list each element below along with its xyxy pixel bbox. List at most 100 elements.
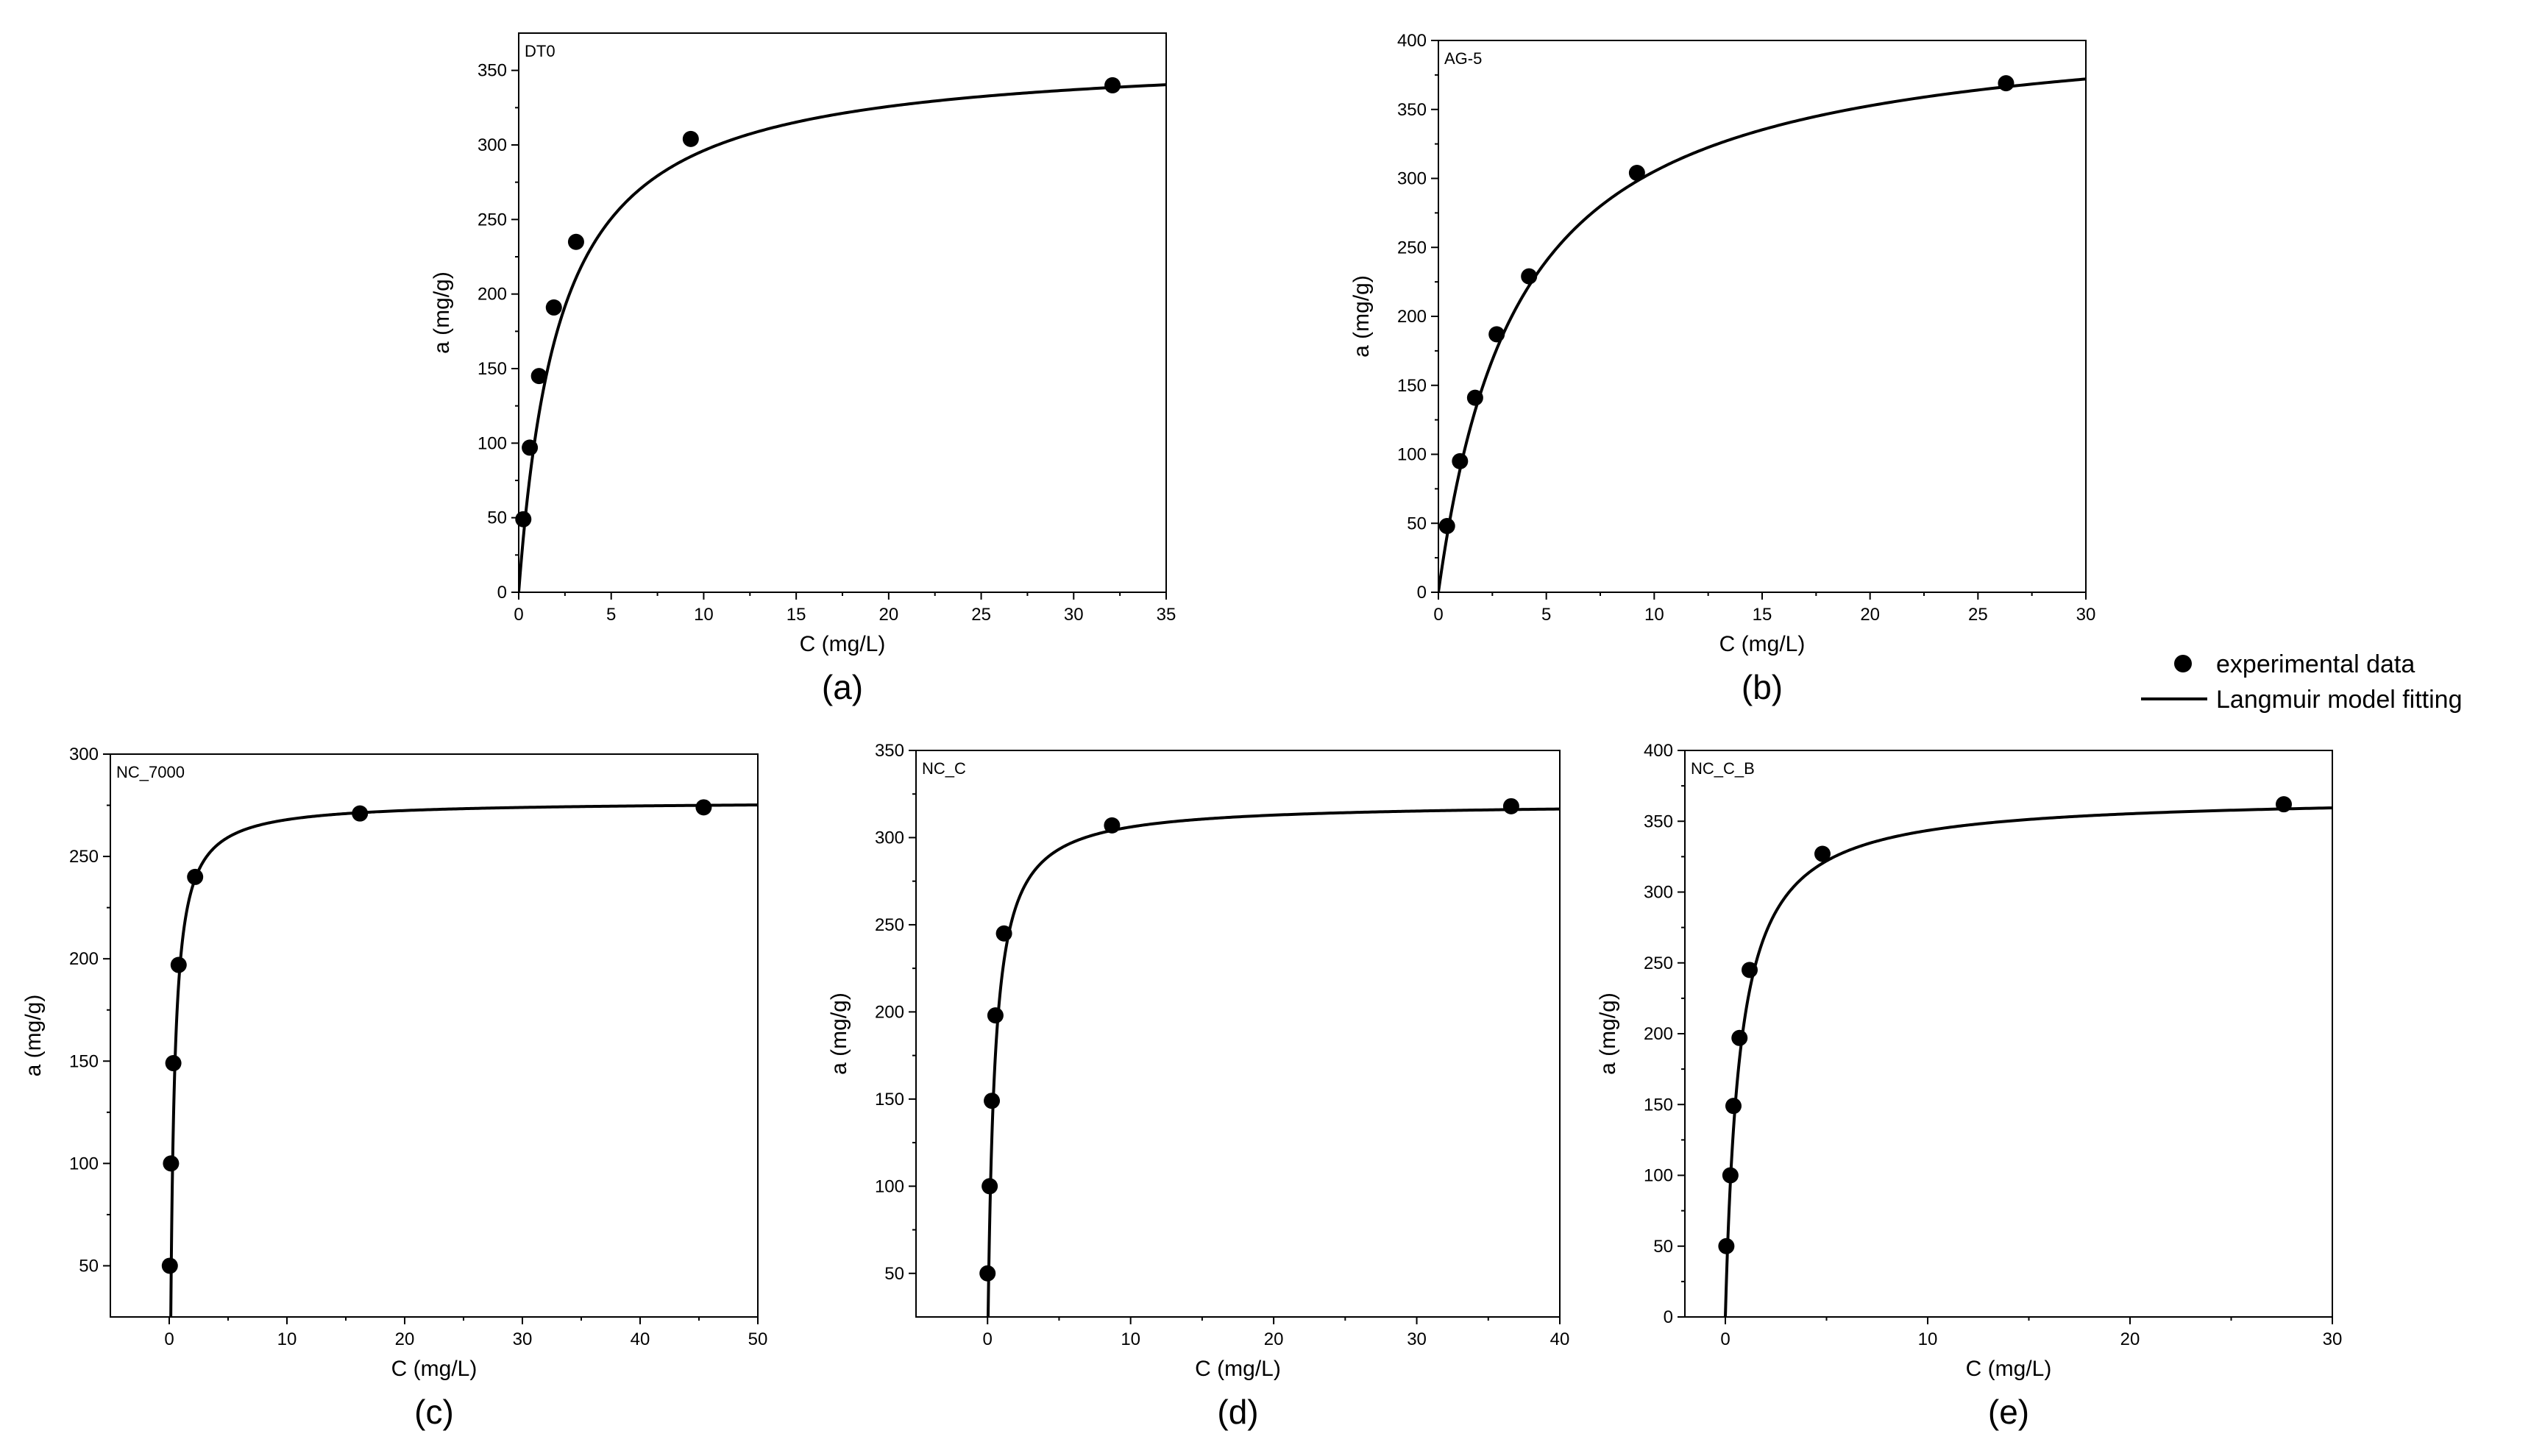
y-tick-label: 100 [1397,445,1427,465]
x-tick-label: 30 [1064,605,1084,625]
panel-label: (e) [1988,1393,2029,1431]
y-tick-label: 0 [1417,583,1427,603]
x-axis-label: C (mg/L) [1966,1357,2052,1381]
data-point [682,130,699,147]
y-tick-label: 350 [478,61,507,81]
x-tick-label: 5 [606,605,616,625]
y-tick-label: 350 [1644,812,1673,831]
data-point [1731,1029,1748,1046]
chart-panel-3: 0 10 20 30 40 50 50 100 150 200 250 300 C (mg/L) a (m… [21,745,767,1431]
data-point [545,299,562,316]
plot-frame [518,32,1167,593]
y-tick-label: 250 [69,847,99,867]
y-tick-label: 350 [875,741,904,761]
data-point [995,925,1012,942]
plot-frame [1438,40,2087,593]
y-tick-label: 0 [1664,1307,1673,1327]
y-tick-label: 150 [478,359,507,379]
y-tick-label: 200 [1644,1024,1673,1044]
x-tick-label: 35 [1157,605,1176,625]
y-tick-label: 300 [69,745,99,764]
data-point [1998,75,2014,92]
y-tick-label: 100 [478,433,507,453]
data-point [187,868,204,885]
legend: experimental data Langmuir model fitting [2141,650,2463,714]
x-tick-label: 10 [1918,1329,1938,1349]
y-tick-label: 150 [1397,376,1427,396]
y-tick-label: 50 [487,508,507,528]
x-tick-label: 20 [879,605,899,625]
x-tick-label: 30 [513,1329,533,1349]
x-tick-label: 5 [1541,605,1551,625]
x-tick-label: 0 [164,1329,174,1349]
langmuir-fit-line [1438,77,2086,592]
legend-points-label: experimental data [2216,650,2415,678]
plot-frame [110,753,759,1318]
data-point [165,1055,182,1072]
data-point [695,799,712,816]
data-point [567,233,584,250]
y-tick-label: 250 [478,210,507,230]
y-tick-label: 400 [1644,741,1673,761]
y-tick-label: 150 [69,1051,99,1071]
data-point [1452,452,1469,469]
data-point [1718,1237,1735,1254]
x-tick-label: 25 [971,605,991,625]
y-axis-label: a (mg/g) [1596,992,1620,1075]
data-point [170,956,187,973]
data-point [1742,962,1758,979]
legend-line-label: Langmuir model fitting [2216,686,2463,714]
x-tick-label: 10 [277,1329,297,1349]
y-tick-label: 0 [497,583,507,603]
data-point [2276,796,2292,813]
y-axis-label: a (mg/g) [21,995,46,1077]
data-point [1438,518,1455,534]
y-tick-label: 200 [69,949,99,969]
data-point [352,805,369,822]
data-point [161,1257,178,1274]
sample-label: NC_7000 [116,763,185,781]
x-tick-label: 20 [1860,605,1880,625]
x-tick-label: 15 [1753,605,1772,625]
langmuir-fit-line [1724,806,2332,1317]
y-tick-label: 150 [875,1090,904,1109]
x-tick-label: 50 [748,1329,768,1349]
x-tick-label: 30 [2076,605,2096,625]
data-point [981,1178,998,1195]
langmuir-fit-line [519,83,1166,592]
data-point [1814,845,1831,862]
data-point [522,439,539,456]
plot-frame [915,750,1561,1318]
y-tick-label: 100 [875,1176,904,1196]
panel-label: (d) [1217,1393,1258,1431]
data-point [1502,798,1519,814]
y-tick-label: 350 [1397,100,1427,120]
data-point [515,511,532,528]
y-axis-label: a (mg/g) [1349,275,1374,358]
x-tick-label: 40 [631,1329,650,1349]
x-tick-label: 10 [1644,605,1664,625]
langmuir-fit-line [986,807,1560,1317]
y-tick-label: 50 [884,1264,904,1284]
y-tick-label: 300 [1644,883,1673,903]
data-point [530,368,547,385]
sample-label: NC_C [922,759,966,778]
x-axis-label: C (mg/L) [800,632,886,656]
data-point [1725,1098,1742,1115]
plot-frame [1684,750,2333,1318]
y-axis-label: a (mg/g) [827,992,851,1075]
panel-label: (c) [414,1393,454,1431]
x-tick-label: 10 [694,605,714,625]
y-tick-label: 250 [1397,238,1427,258]
x-axis-label: C (mg/L) [1719,632,1806,656]
y-tick-label: 300 [1397,169,1427,189]
sample-label: NC_C_B [1691,759,1755,778]
data-point [1104,77,1121,93]
y-tick-label: 200 [875,1002,904,1022]
y-tick-label: 100 [69,1154,99,1173]
x-tick-label: 10 [1121,1329,1140,1349]
